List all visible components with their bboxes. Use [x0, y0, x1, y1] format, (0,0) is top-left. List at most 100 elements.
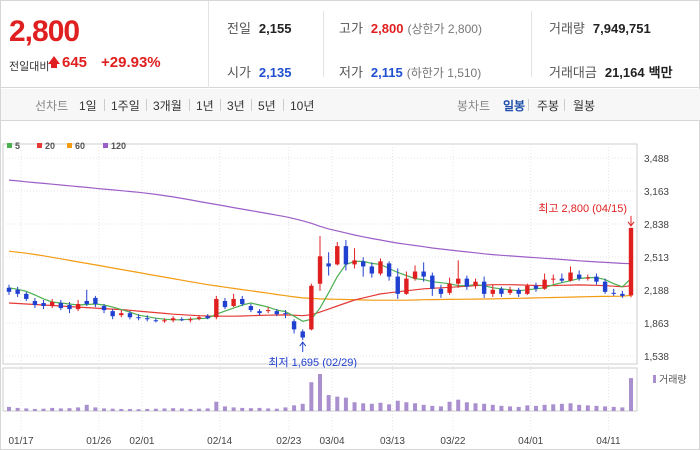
volume-bar	[188, 408, 193, 411]
change-amount: 645	[62, 54, 88, 71]
candle-body	[481, 281, 487, 294]
candle-body	[594, 276, 599, 282]
volume-legend-label: 거래량	[659, 374, 687, 386]
open-price: 시가 2,135	[227, 65, 292, 80]
candle-body	[240, 298, 245, 305]
volume-bar	[32, 408, 37, 411]
volume-legend-swatch	[653, 375, 656, 383]
x-tick-label: 03/22	[440, 436, 465, 447]
candle-body	[300, 331, 305, 338]
volume-bar	[171, 408, 176, 411]
tab-divider	[564, 99, 565, 111]
y-tick-label: 2,838	[644, 220, 669, 231]
low-price: 저가 2,115 (하한가 1,510)	[339, 65, 482, 80]
candle-body	[456, 278, 461, 284]
tab-period-1w[interactable]: 1주일	[111, 99, 140, 113]
volume-bar	[585, 405, 590, 411]
high-annotation: 최고 2,800 (04/15)	[538, 202, 627, 215]
candle-body	[395, 276, 400, 294]
candle-body	[179, 319, 184, 321]
candle-body	[196, 317, 202, 319]
candle-body	[404, 278, 409, 294]
candle-body	[542, 279, 547, 289]
candle-body	[41, 302, 46, 307]
volume-bar	[197, 408, 202, 411]
candle-body	[93, 297, 98, 305]
candle-body	[551, 278, 556, 280]
volume-bar	[395, 400, 400, 411]
volume-bar	[41, 408, 46, 411]
tab-period-5y[interactable]: 5년	[258, 99, 276, 113]
prev-close: 전일 2,155	[227, 21, 292, 36]
candle-body	[101, 306, 107, 311]
candle-body	[248, 306, 254, 311]
divider	[531, 11, 532, 77]
volume-bar	[214, 401, 219, 411]
candle-body	[386, 263, 392, 277]
tab-period-10y[interactable]: 10년	[290, 99, 315, 113]
x-tick-label: 03/04	[319, 436, 344, 447]
stock-chart: 3,488 3,163 2,838 2,513 2,188 1,863 1,538 01/17…	[2, 141, 687, 447]
volume-bar	[119, 408, 124, 411]
candle-body	[317, 256, 323, 284]
candle-body	[188, 319, 193, 321]
tab-divider	[146, 99, 147, 111]
volume-bar	[473, 403, 478, 411]
volume-bar	[300, 403, 305, 411]
volume-bar	[145, 408, 150, 411]
volume-bar	[222, 406, 227, 411]
y-tick-label: 1,538	[644, 352, 669, 363]
tab-period-3y[interactable]: 3년	[227, 99, 245, 113]
tab-period-3m[interactable]: 3개월	[153, 99, 182, 113]
volume-bar	[551, 404, 556, 411]
y-tick-label: 3,488	[644, 154, 669, 165]
candle-body	[473, 281, 478, 286]
volume-bar	[136, 409, 141, 411]
legend-label: 120	[111, 141, 126, 151]
volume-bar	[283, 407, 288, 411]
volume-bar	[343, 397, 348, 411]
candle-body	[283, 313, 288, 315]
candle-body	[352, 260, 357, 265]
candle-body	[620, 293, 625, 296]
candle-body	[257, 311, 262, 314]
tab-daily[interactable]: 일봉	[503, 99, 526, 113]
tab-weekly[interactable]: 주봉	[537, 99, 560, 113]
candle-body	[170, 318, 176, 321]
volume-bar	[15, 407, 20, 411]
candle-body	[6, 287, 12, 292]
candle-body	[214, 298, 219, 318]
volume-bar	[231, 407, 236, 411]
volume-bar	[577, 404, 582, 411]
ma60-line	[8, 250, 632, 301]
volume-bar	[464, 402, 469, 411]
x-tick-label: 04/11	[596, 436, 621, 447]
tab-monthly[interactable]: 월봉	[573, 99, 596, 113]
candle-body	[412, 271, 418, 279]
tab-divider	[283, 99, 284, 111]
volume-bar	[421, 404, 426, 411]
volume-bar	[93, 407, 98, 411]
low-annotation: 최저 1,695 (02/29)	[268, 356, 357, 369]
x-tick-label: 01/26	[86, 436, 111, 447]
legend-label: 5	[15, 141, 20, 151]
candle-body	[438, 288, 444, 294]
candle-body	[24, 293, 29, 299]
volume-bar	[620, 407, 625, 411]
tab-divider	[251, 99, 252, 111]
volume-bar	[335, 396, 340, 411]
candle-body	[430, 275, 435, 289]
high-price: 고가 2,800 (상한가 2,800)	[339, 21, 482, 36]
up-arrow-base-icon	[51, 63, 57, 68]
legend-swatch-ma5	[7, 143, 12, 148]
volume-bar	[352, 402, 357, 411]
x-tick-label: 01/17	[8, 436, 33, 447]
y-tick-label: 3,163	[644, 187, 669, 198]
tab-period-1y[interactable]: 1년	[196, 99, 214, 113]
volume-bar	[516, 406, 521, 411]
legend-swatch-ma20	[37, 143, 42, 148]
volume-bar	[318, 374, 322, 411]
tab-period-1d[interactable]: 1일	[79, 99, 97, 113]
low-annotation-arrowhead	[299, 341, 307, 347]
